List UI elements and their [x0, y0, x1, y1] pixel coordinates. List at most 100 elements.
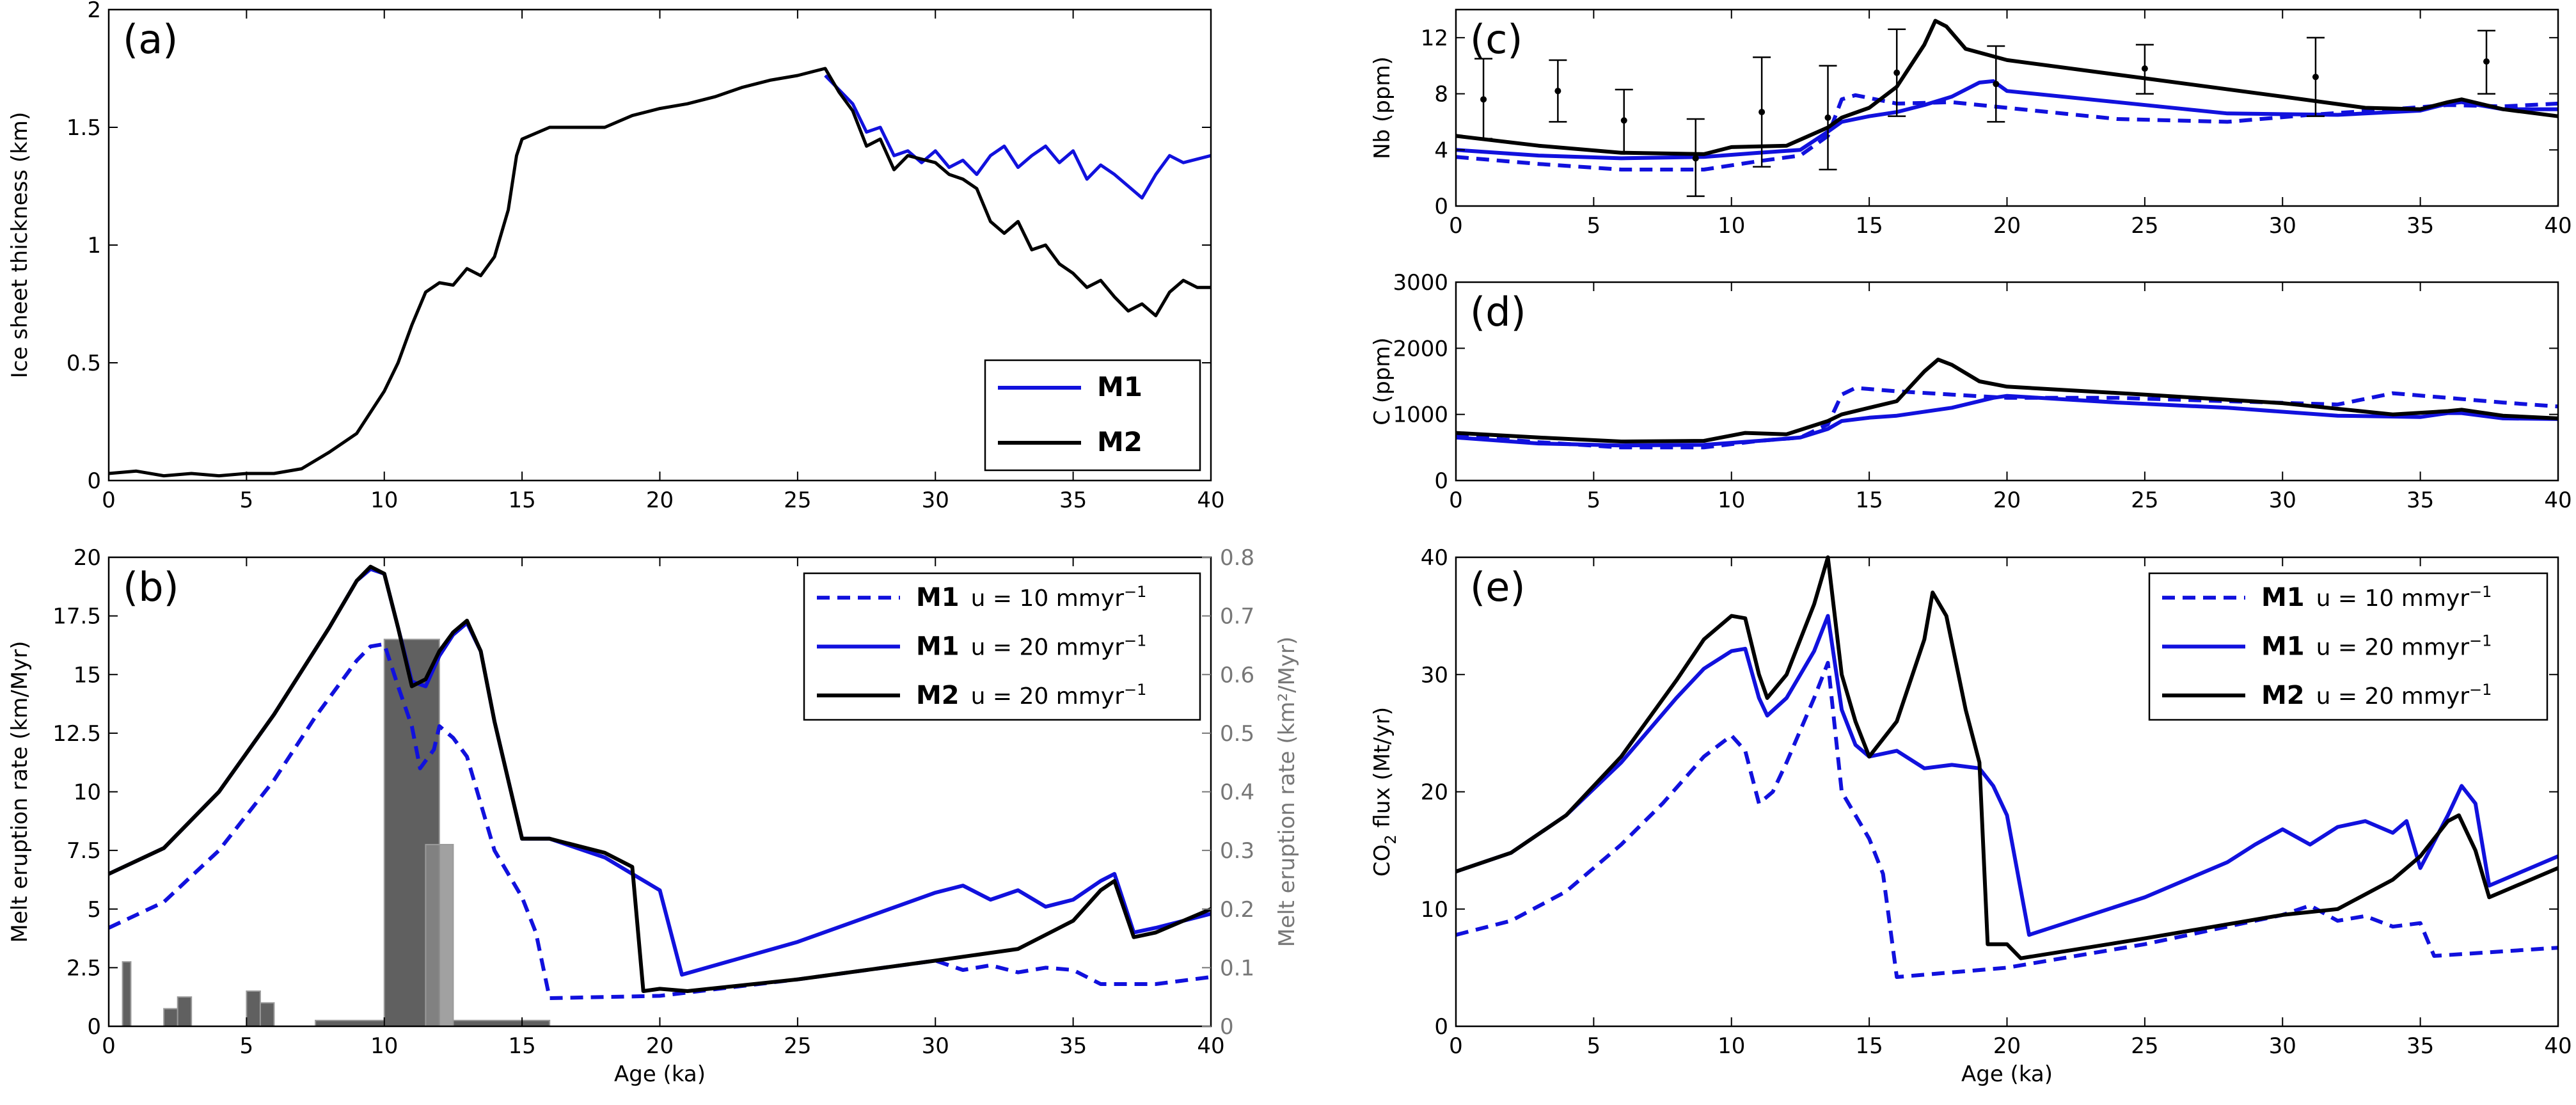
x-tick-label: 40 — [2544, 1033, 2572, 1059]
error-bar — [2306, 36, 2325, 117]
error-bar — [1753, 56, 1771, 168]
histogram-bar — [315, 1019, 385, 1028]
x-tick-label: 15 — [508, 1033, 535, 1059]
y-tick-label: 2000 — [1393, 336, 1448, 362]
x-axis-label: Age (ka) — [1961, 1061, 2053, 1087]
x-tick-label: 25 — [2131, 213, 2158, 239]
data-point — [1824, 114, 1831, 121]
x-tick-label: 35 — [2406, 488, 2434, 513]
legend-label: M2 u = 20 mmyr−1 — [2261, 681, 2492, 710]
error-bar — [1686, 118, 1705, 197]
legend: M1 M2 — [984, 359, 1201, 472]
x-tick-label: 25 — [2131, 488, 2158, 513]
y-tick-label: 1000 — [1393, 402, 1448, 428]
y-tick-label: 10 — [1421, 897, 1448, 923]
y-tick-label: 30 — [1421, 662, 1448, 688]
panel-a: 0 5 10 15 20 25 30 35 40 0 0.5 1 1.5 2 Ice sheet thick… — [7, 0, 1225, 513]
x-tick-label: 30 — [2269, 1033, 2296, 1059]
x-tick-label: 15 — [1855, 213, 1883, 239]
y-tick-label: 12 — [1421, 26, 1448, 51]
legend-box — [984, 359, 1201, 472]
y-tick-label: 0 — [1434, 468, 1448, 494]
error-bar — [1819, 65, 1837, 171]
x-tick-label: 25 — [784, 488, 811, 513]
x-tick-label: 10 — [370, 488, 398, 513]
y-tick-label: 7.5 — [67, 838, 101, 864]
y-tick-label: 40 — [1421, 545, 1448, 571]
x-tick-label: 30 — [922, 488, 949, 513]
histogram-bar — [425, 843, 454, 1028]
x-tick-label: 40 — [1197, 488, 1224, 513]
histogram-bar — [246, 990, 261, 1028]
x-tick-label: 5 — [1587, 213, 1601, 239]
y-tick-label: 20 — [1421, 780, 1448, 806]
x-axis-label: Age (ka) — [614, 1061, 706, 1087]
error-bar — [2135, 44, 2154, 95]
x-tick-label: 10 — [1718, 213, 1745, 239]
x-tick-label: 0 — [102, 1033, 116, 1059]
x-tick-label: 30 — [922, 1033, 949, 1059]
y-tick-label-right: 0.8 — [1220, 545, 1254, 571]
legend-label: M1 u = 20 mmyr−1 — [916, 632, 1146, 662]
y-tick-label: 15 — [74, 662, 101, 688]
error-bar — [1549, 59, 1567, 123]
panel-label: (b) — [123, 564, 179, 610]
y-tick-label: 17.5 — [52, 604, 101, 630]
error-bar — [2477, 29, 2496, 95]
data-point — [1480, 96, 1487, 103]
y-tick-label-right: 0.6 — [1220, 662, 1254, 688]
series-line — [1455, 357, 2559, 443]
x-tick-label: 20 — [1993, 488, 2021, 513]
x-tick-label: 15 — [1855, 488, 1883, 513]
data-point — [1620, 117, 1627, 124]
y-tick-label-right: 0.3 — [1220, 838, 1254, 864]
data-point — [1893, 69, 1900, 76]
x-tick-label: 5 — [1587, 488, 1601, 513]
y-tick-label: 3000 — [1393, 270, 1448, 296]
series-line — [1455, 19, 2559, 156]
y-axis-label: Nb (ppm) — [1370, 56, 1395, 159]
legend-label: M1 u = 10 mmyr−1 — [916, 583, 1146, 612]
x-tick-label: 40 — [2544, 488, 2572, 513]
data-point — [1993, 81, 2000, 88]
x-tick-label: 15 — [508, 488, 535, 513]
y-tick-label: 2 — [87, 0, 101, 23]
y-tick-label-right: 0.2 — [1220, 897, 1254, 923]
x-tick-label: 40 — [1197, 1033, 1224, 1059]
x-tick-label: 20 — [646, 1033, 674, 1059]
y-tick-label: 0 — [87, 1014, 101, 1040]
x-tick-label: 10 — [1718, 1033, 1745, 1059]
data-point — [2312, 74, 2319, 81]
data-point — [1692, 155, 1699, 162]
legend: M1 u = 10 mmyr−1 M1 u = 20 mmyr−1 M2 u = 20 m… — [2148, 572, 2548, 721]
histogram-bar — [452, 1019, 551, 1028]
x-tick-label: 5 — [240, 488, 254, 513]
x-tick-label: 30 — [2269, 213, 2296, 239]
panel-b: 0 5 10 15 20 25 30 35 4002.557.51012.51517.52000… — [7, 545, 1300, 1087]
y-axis-label: Melt eruption rate (km/Myr) — [7, 641, 33, 943]
y-axis-label: C (ppm) — [1370, 337, 1395, 425]
error-bar — [1888, 28, 1906, 117]
x-tick-label: 30 — [2269, 488, 2296, 513]
legend-label: M1 — [1097, 371, 1142, 402]
x-tick-label: 25 — [784, 1033, 811, 1059]
y-tick-label: 4 — [1434, 138, 1448, 163]
data-point — [1758, 109, 1766, 116]
x-tick-label: 0 — [1449, 488, 1463, 513]
x-tick-label: 35 — [1059, 488, 1087, 513]
y-axis-label: Ice sheet thickness (km) — [7, 112, 33, 378]
series-line — [1455, 394, 2559, 448]
y-tick-label: 0 — [87, 468, 101, 494]
data-point — [1554, 88, 1561, 95]
series-line — [107, 642, 1212, 1000]
x-tick-label: 0 — [1449, 1033, 1463, 1059]
series-line — [108, 67, 1211, 478]
data-point — [2483, 58, 2490, 65]
panel-d: 0 5 10 15 20 25 30 35 40 0 1000 2000 3000 C (ppm) (d) — [1370, 270, 2572, 513]
plot-frame — [1455, 281, 2559, 482]
x-tick-label: 25 — [2131, 1033, 2158, 1059]
y-tick-label: 2.5 — [67, 955, 101, 981]
y-tick-label-right: 0.4 — [1220, 780, 1254, 806]
error-bar — [1987, 45, 2005, 123]
